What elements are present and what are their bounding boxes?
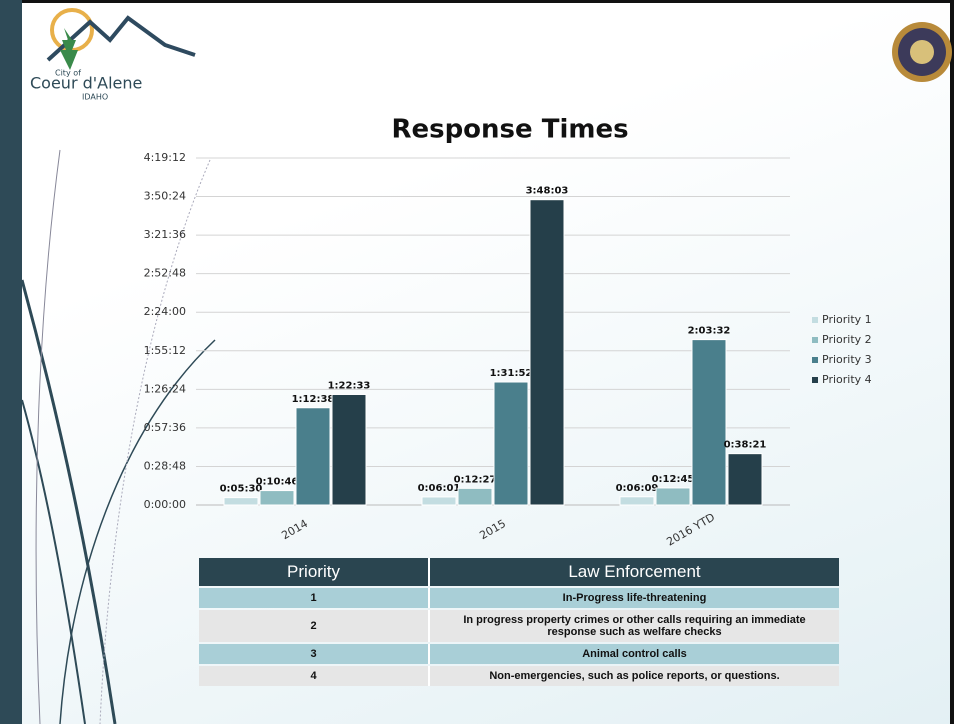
top-border [0, 0, 954, 3]
table-row: 2 In progress property crimes or other ca… [199, 610, 839, 642]
city-logo: City of Coeur d'Alene IDAHO [30, 8, 196, 102]
data-label: 0:06:09 [616, 483, 659, 494]
x-tick-label: 2016 YTD [664, 511, 717, 549]
table-cell: 2 [199, 610, 428, 642]
y-tick-label: 0:57:36 [144, 421, 186, 434]
logo-city: City of [55, 69, 81, 78]
right-border [950, 0, 954, 724]
logo-state: IDAHO [82, 93, 108, 102]
bar [331, 393, 367, 506]
table-row: 1 In-Progress life-threatening [199, 588, 839, 608]
side-bar [0, 0, 22, 724]
header-cell: Law Enforcement [428, 558, 839, 586]
x-tick-label: 2015 [477, 517, 508, 542]
table-row: 4 Non-emergencies, such as police reports… [199, 666, 839, 686]
y-tick-label: 1:55:12 [144, 344, 186, 357]
bar [619, 496, 655, 506]
data-label: 1:31:52 [490, 368, 533, 379]
decor-curves [20, 149, 216, 724]
data-label: 0:38:21 [724, 440, 767, 451]
bar [529, 199, 565, 506]
bar [259, 490, 295, 506]
legend-swatch [812, 317, 818, 323]
data-label: 0:05:30 [220, 484, 263, 495]
data-label: 3:48:03 [526, 186, 569, 197]
legend-label: Priority 4 [822, 373, 872, 386]
legend-swatch [812, 377, 818, 383]
table-cell: Animal control calls [428, 644, 839, 664]
data-label: 0:10:46 [256, 477, 299, 488]
y-tick-label: 3:21:36 [144, 228, 186, 241]
y-tick-label: 4:19:12 [144, 151, 186, 164]
data-label: 0:12:27 [454, 474, 497, 485]
legend-label: Priority 3 [822, 353, 872, 366]
bar [223, 497, 259, 506]
table-cell: In-Progress life-threatening [428, 588, 839, 608]
legend-label: Priority 2 [822, 333, 872, 346]
bar [655, 487, 691, 506]
data-label: 1:12:38 [292, 394, 335, 405]
y-tick-label: 0:28:48 [144, 459, 186, 472]
legend-swatch [812, 357, 818, 363]
y-tick-label: 2:24:00 [144, 305, 186, 318]
bar [457, 487, 493, 506]
legend-label: Priority 1 [822, 313, 872, 326]
y-tick-label: 1:26:24 [144, 382, 186, 395]
y-tick-label: 2:52:48 [144, 267, 186, 280]
bar [727, 453, 763, 506]
data-label: 2:03:32 [688, 326, 731, 337]
table-cell: Non-emergencies, such as police reports,… [428, 666, 839, 686]
bar [421, 496, 457, 506]
y-tick-label: 3:50:24 [144, 190, 186, 203]
data-label: 0:12:45 [652, 474, 695, 485]
priority-table: Priority Law Enforcement 1 In-Progress li… [199, 556, 839, 688]
bar [691, 339, 727, 506]
table-header: Priority Law Enforcement [199, 558, 839, 586]
y-tick-label: 0:00:00 [144, 498, 186, 511]
table-row: 3 Animal control calls [199, 644, 839, 664]
x-tick-label: 2014 [279, 517, 310, 542]
logo-name: Coeur d'Alene [30, 74, 142, 93]
police-badge [892, 22, 952, 82]
data-label: 1:22:33 [328, 380, 371, 391]
data-label: 0:06:01 [418, 483, 461, 494]
table-cell: 3 [199, 644, 428, 664]
header-cell: Priority [199, 558, 428, 586]
bar [493, 381, 529, 506]
legend-swatch [812, 337, 818, 343]
table-cell: 1 [199, 588, 428, 608]
table-cell: 4 [199, 666, 428, 686]
table-cell: In progress property crimes or other cal… [428, 610, 839, 642]
bar [295, 407, 331, 506]
chart-title: Response Times [391, 115, 628, 145]
